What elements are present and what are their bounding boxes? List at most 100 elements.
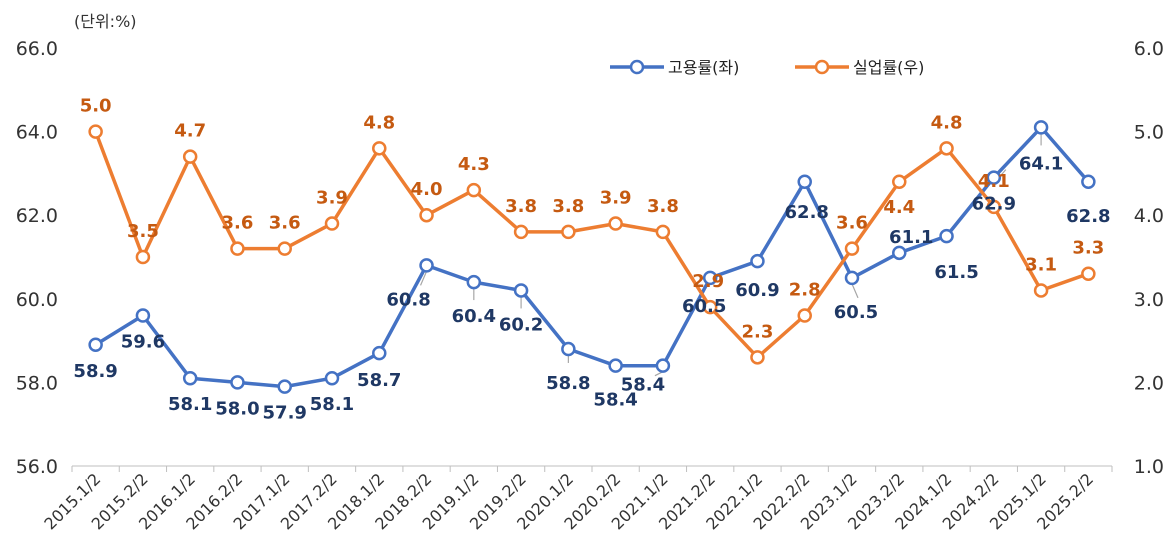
- employment-rate-point: [750, 253, 765, 269]
- unemployment-rate-data-label: 3.1: [1025, 254, 1057, 275]
- unemployment-rate-data-label: 3.8: [505, 196, 537, 217]
- employment-rate-data-label: 62.9: [972, 194, 1016, 215]
- y-left-tick-label: 60.0: [16, 289, 58, 311]
- y-right-tick-label: 5.0: [1134, 122, 1164, 144]
- unemployment-rate-point: [419, 207, 434, 223]
- employment-rate-point: [892, 245, 907, 261]
- unemployment-rate-point: [324, 216, 340, 231]
- employment-rate-point: [561, 341, 576, 357]
- series-markers: [88, 120, 1096, 394]
- unemployment-rate-point: [372, 141, 387, 156]
- y-left-tick-label: 66.0: [16, 38, 58, 60]
- employment-rate-point: [230, 375, 245, 390]
- data-label-leader-line: [419, 271, 428, 286]
- unemployment-rate-data-label: 4.7: [174, 121, 206, 142]
- y-left-tick-label: 64.0: [16, 122, 58, 144]
- unemployment-rate-data-label: 3.8: [647, 196, 679, 217]
- unemployment-rate-data-label: 4.1: [978, 171, 1010, 192]
- employment-rate-data-label: 62.8: [785, 202, 829, 223]
- employment-rate-data-label: 60.5: [834, 302, 878, 323]
- employment-rate-data-label: 60.5: [682, 296, 726, 317]
- unemployment-rate-point: [939, 141, 954, 156]
- employment-rate-data-label: 60.4: [452, 306, 496, 327]
- unit-label: (단위:%): [74, 12, 137, 31]
- unemployment-rate-point: [513, 224, 529, 240]
- unemployment-rate-point: [702, 299, 718, 315]
- axes: 56.0 58.0 60.0 62.0 64.0 66.0 1.0 2.0 3.0 4.0 5.0 6…: [16, 38, 1164, 533]
- unemployment-rate-point: [230, 241, 245, 256]
- employment-rate-data-label: 61.5: [934, 262, 978, 283]
- employment-rate-data-label: 60.2: [499, 314, 543, 335]
- legend-marker-unemployment: [814, 59, 830, 75]
- unemployment-rate-point: [182, 149, 198, 164]
- unemployment-rate-data-label: 4.3: [458, 154, 490, 175]
- employment-rate-point: [372, 345, 387, 361]
- employment-rate-point: [419, 258, 434, 273]
- data-labels: 58.959.658.1 58.0 57.9 58.158.760.860.4 60.2…: [73, 96, 1110, 424]
- employment-rate-line: [94, 125, 1090, 389]
- employment-rate-point: [608, 358, 623, 373]
- unemployment-rate-data-label: 3.5: [127, 221, 159, 242]
- employment-rate-point: [986, 170, 1002, 185]
- employment-rate-point: [135, 308, 151, 323]
- unemployment-rate-point: [1033, 283, 1049, 298]
- employment-rate-data-label: 62.8: [1066, 206, 1110, 227]
- unemployment-rate-data-label: 3.6: [836, 213, 868, 234]
- y-left-tick-label: 56.0: [16, 456, 58, 478]
- employment-rate-point: [1033, 120, 1049, 135]
- employment-rate-point: [939, 228, 954, 244]
- unemployment-rate-data-label: 5.0: [80, 96, 112, 117]
- legend: 고용률(좌) 실업률(우): [610, 58, 924, 77]
- unemployment-rate-point: [655, 224, 671, 240]
- unemployment-rate-point: [750, 350, 765, 365]
- legend-marker-employment: [629, 59, 645, 75]
- series-lines: [93, 125, 1090, 389]
- employment-rate-point: [844, 270, 860, 286]
- unemployment-rate-point: [1081, 266, 1096, 281]
- unemployment-rate-point: [608, 216, 623, 231]
- unemployment-rate-point: [986, 199, 1002, 215]
- employment-rate-data-label: 58.1: [310, 394, 354, 415]
- employment-rate-data-label: 58.1: [168, 394, 212, 415]
- employment-rate-data-label: 60.9: [735, 280, 779, 301]
- unemployment-rate-line: [93, 130, 1089, 360]
- employment-rate-data-label: 58.7: [357, 370, 401, 391]
- employment-rate-point: [324, 370, 340, 386]
- employment-rate-point: [655, 358, 671, 373]
- employment-rate-data-label: 64.1: [1019, 153, 1063, 174]
- unemployment-rate-point: [844, 241, 860, 256]
- y-left-tick-label: 62.0: [16, 205, 58, 227]
- employment-rate-point: [702, 270, 718, 286]
- unemployment-rate-point: [561, 224, 576, 240]
- unemployment-rate-data-label: 2.9: [692, 271, 724, 292]
- y-left-tick-label: 58.0: [16, 372, 58, 394]
- employment-rate-data-label: 59.6: [121, 332, 165, 353]
- employment-rate-point: [88, 337, 103, 353]
- legend-label-unemployment: 실업률(우): [853, 58, 924, 77]
- y-right-tick-label: 6.0: [1134, 38, 1164, 60]
- unemployment-rate-data-label: 3.6: [222, 213, 254, 234]
- unemployment-rate-point: [135, 249, 151, 265]
- unemployment-rate-data-label: 4.4: [883, 197, 915, 218]
- y-right-tick-label: 1.0: [1134, 456, 1164, 478]
- unemployment-rate-point: [797, 308, 812, 323]
- unemployment-rate-point: [88, 124, 103, 139]
- employment-rate-point: [513, 283, 529, 298]
- label-leader-lines: [419, 133, 1042, 377]
- unemployment-rate-data-label: 2.3: [742, 321, 774, 342]
- employment-rate-data-label: 58.4: [621, 375, 665, 396]
- employment-rate-data-label: 58.8: [546, 373, 590, 394]
- y-right-tick-label: 3.0: [1134, 289, 1164, 311]
- unemployment-rate-point: [466, 182, 482, 198]
- employment-rate-data-label: 58.0: [215, 398, 259, 419]
- employment-rate-data-label: 57.9: [263, 403, 307, 424]
- employment-rate-point: [797, 174, 812, 190]
- unemployment-rate-point: [892, 174, 907, 190]
- unemployment-rate-data-label: 3.3: [1072, 238, 1104, 259]
- unemployment-rate-data-label: 4.0: [411, 179, 443, 200]
- y-right-tick-label: 4.0: [1134, 205, 1164, 227]
- unemployment-rate-data-label: 4.8: [363, 112, 395, 133]
- unemployment-rate-data-label: 3.6: [269, 213, 301, 234]
- data-label-leader-line: [851, 283, 859, 299]
